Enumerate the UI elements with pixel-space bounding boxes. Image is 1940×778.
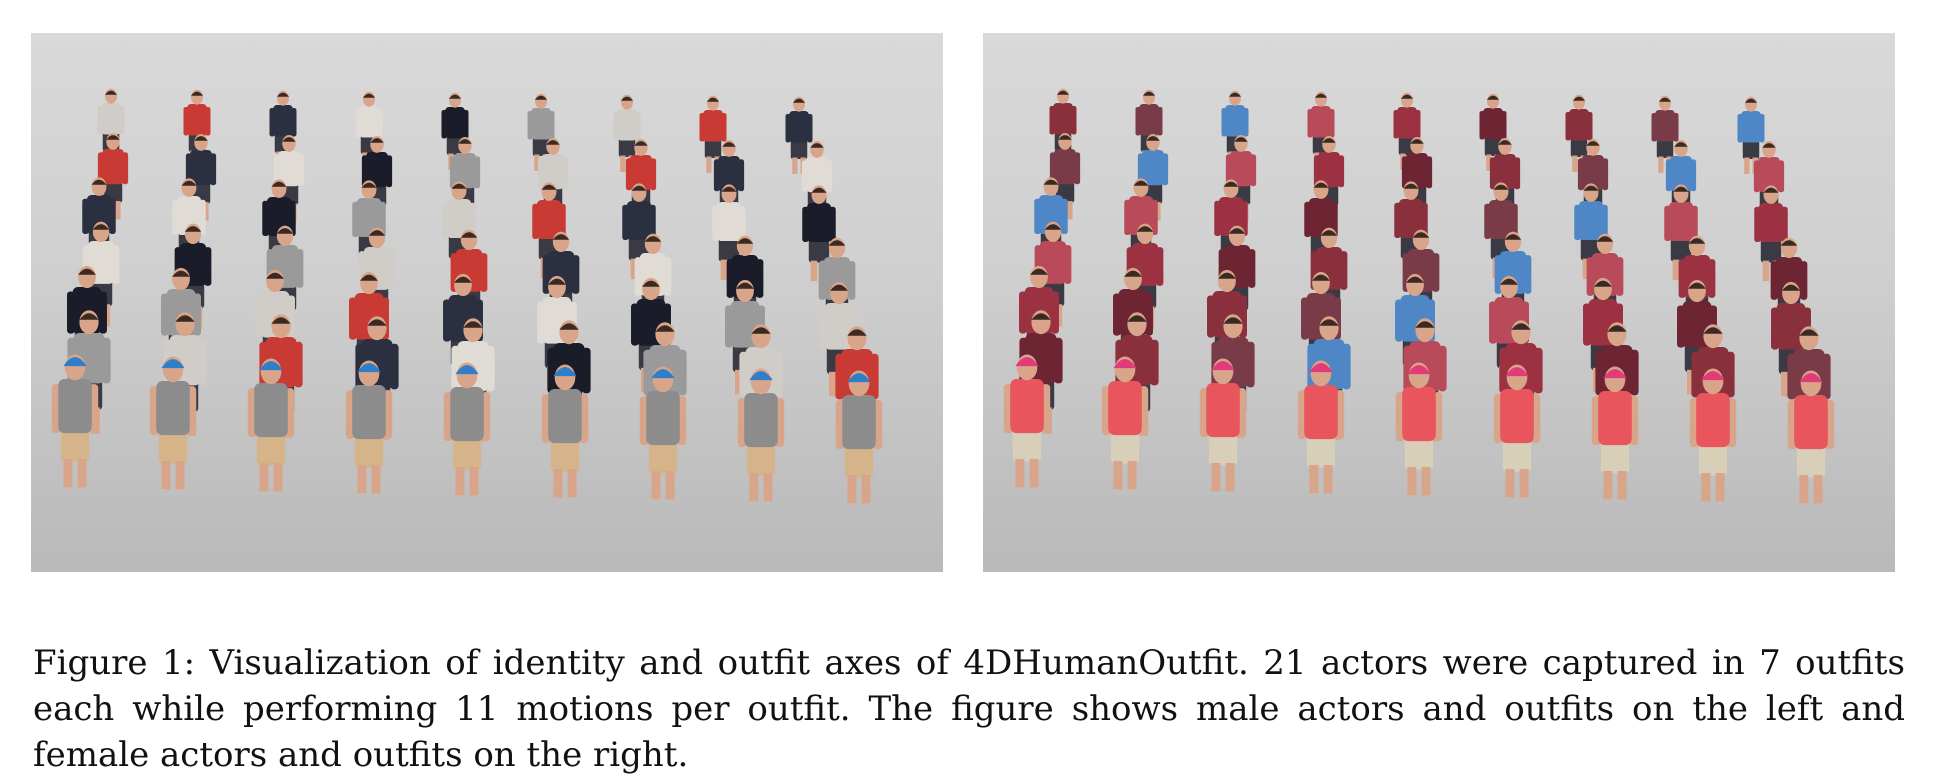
actor-figure xyxy=(541,364,589,498)
actor-figure xyxy=(443,362,491,496)
actor-figure xyxy=(1493,364,1541,498)
figure-caption: Figure 1: Visualization of identity and … xyxy=(33,643,1905,775)
actor-figure xyxy=(51,354,99,488)
actor-figure xyxy=(1199,358,1247,492)
actor-figure xyxy=(1003,354,1051,488)
actor-figure xyxy=(1737,96,1765,174)
actor-figure xyxy=(835,370,883,504)
actor-figure xyxy=(1664,184,1698,281)
actor-figure xyxy=(1651,95,1679,173)
actor-figure xyxy=(819,281,859,397)
actor-figure xyxy=(345,360,393,494)
actor-figure xyxy=(1101,356,1149,490)
actor-figure xyxy=(1297,360,1345,494)
figure-image-female-actors xyxy=(983,33,1895,572)
actor-figure xyxy=(1479,93,1507,171)
actor-figure xyxy=(1689,368,1737,502)
actor-figure xyxy=(149,356,197,490)
actor-figure xyxy=(712,184,746,281)
actor-figure xyxy=(802,185,836,282)
actor-figure xyxy=(622,183,656,280)
actor-figure xyxy=(247,358,295,492)
actor-figure xyxy=(1787,370,1835,504)
figure-image-male-actors xyxy=(31,33,943,572)
crowd-illustration-female xyxy=(1003,88,1835,504)
actor-figure xyxy=(1591,366,1639,500)
actor-figure xyxy=(737,368,785,502)
actor-figure xyxy=(639,366,687,500)
actor-figure xyxy=(1225,135,1257,222)
crowd-illustration-male xyxy=(51,88,883,504)
actor-figure xyxy=(1395,362,1443,496)
